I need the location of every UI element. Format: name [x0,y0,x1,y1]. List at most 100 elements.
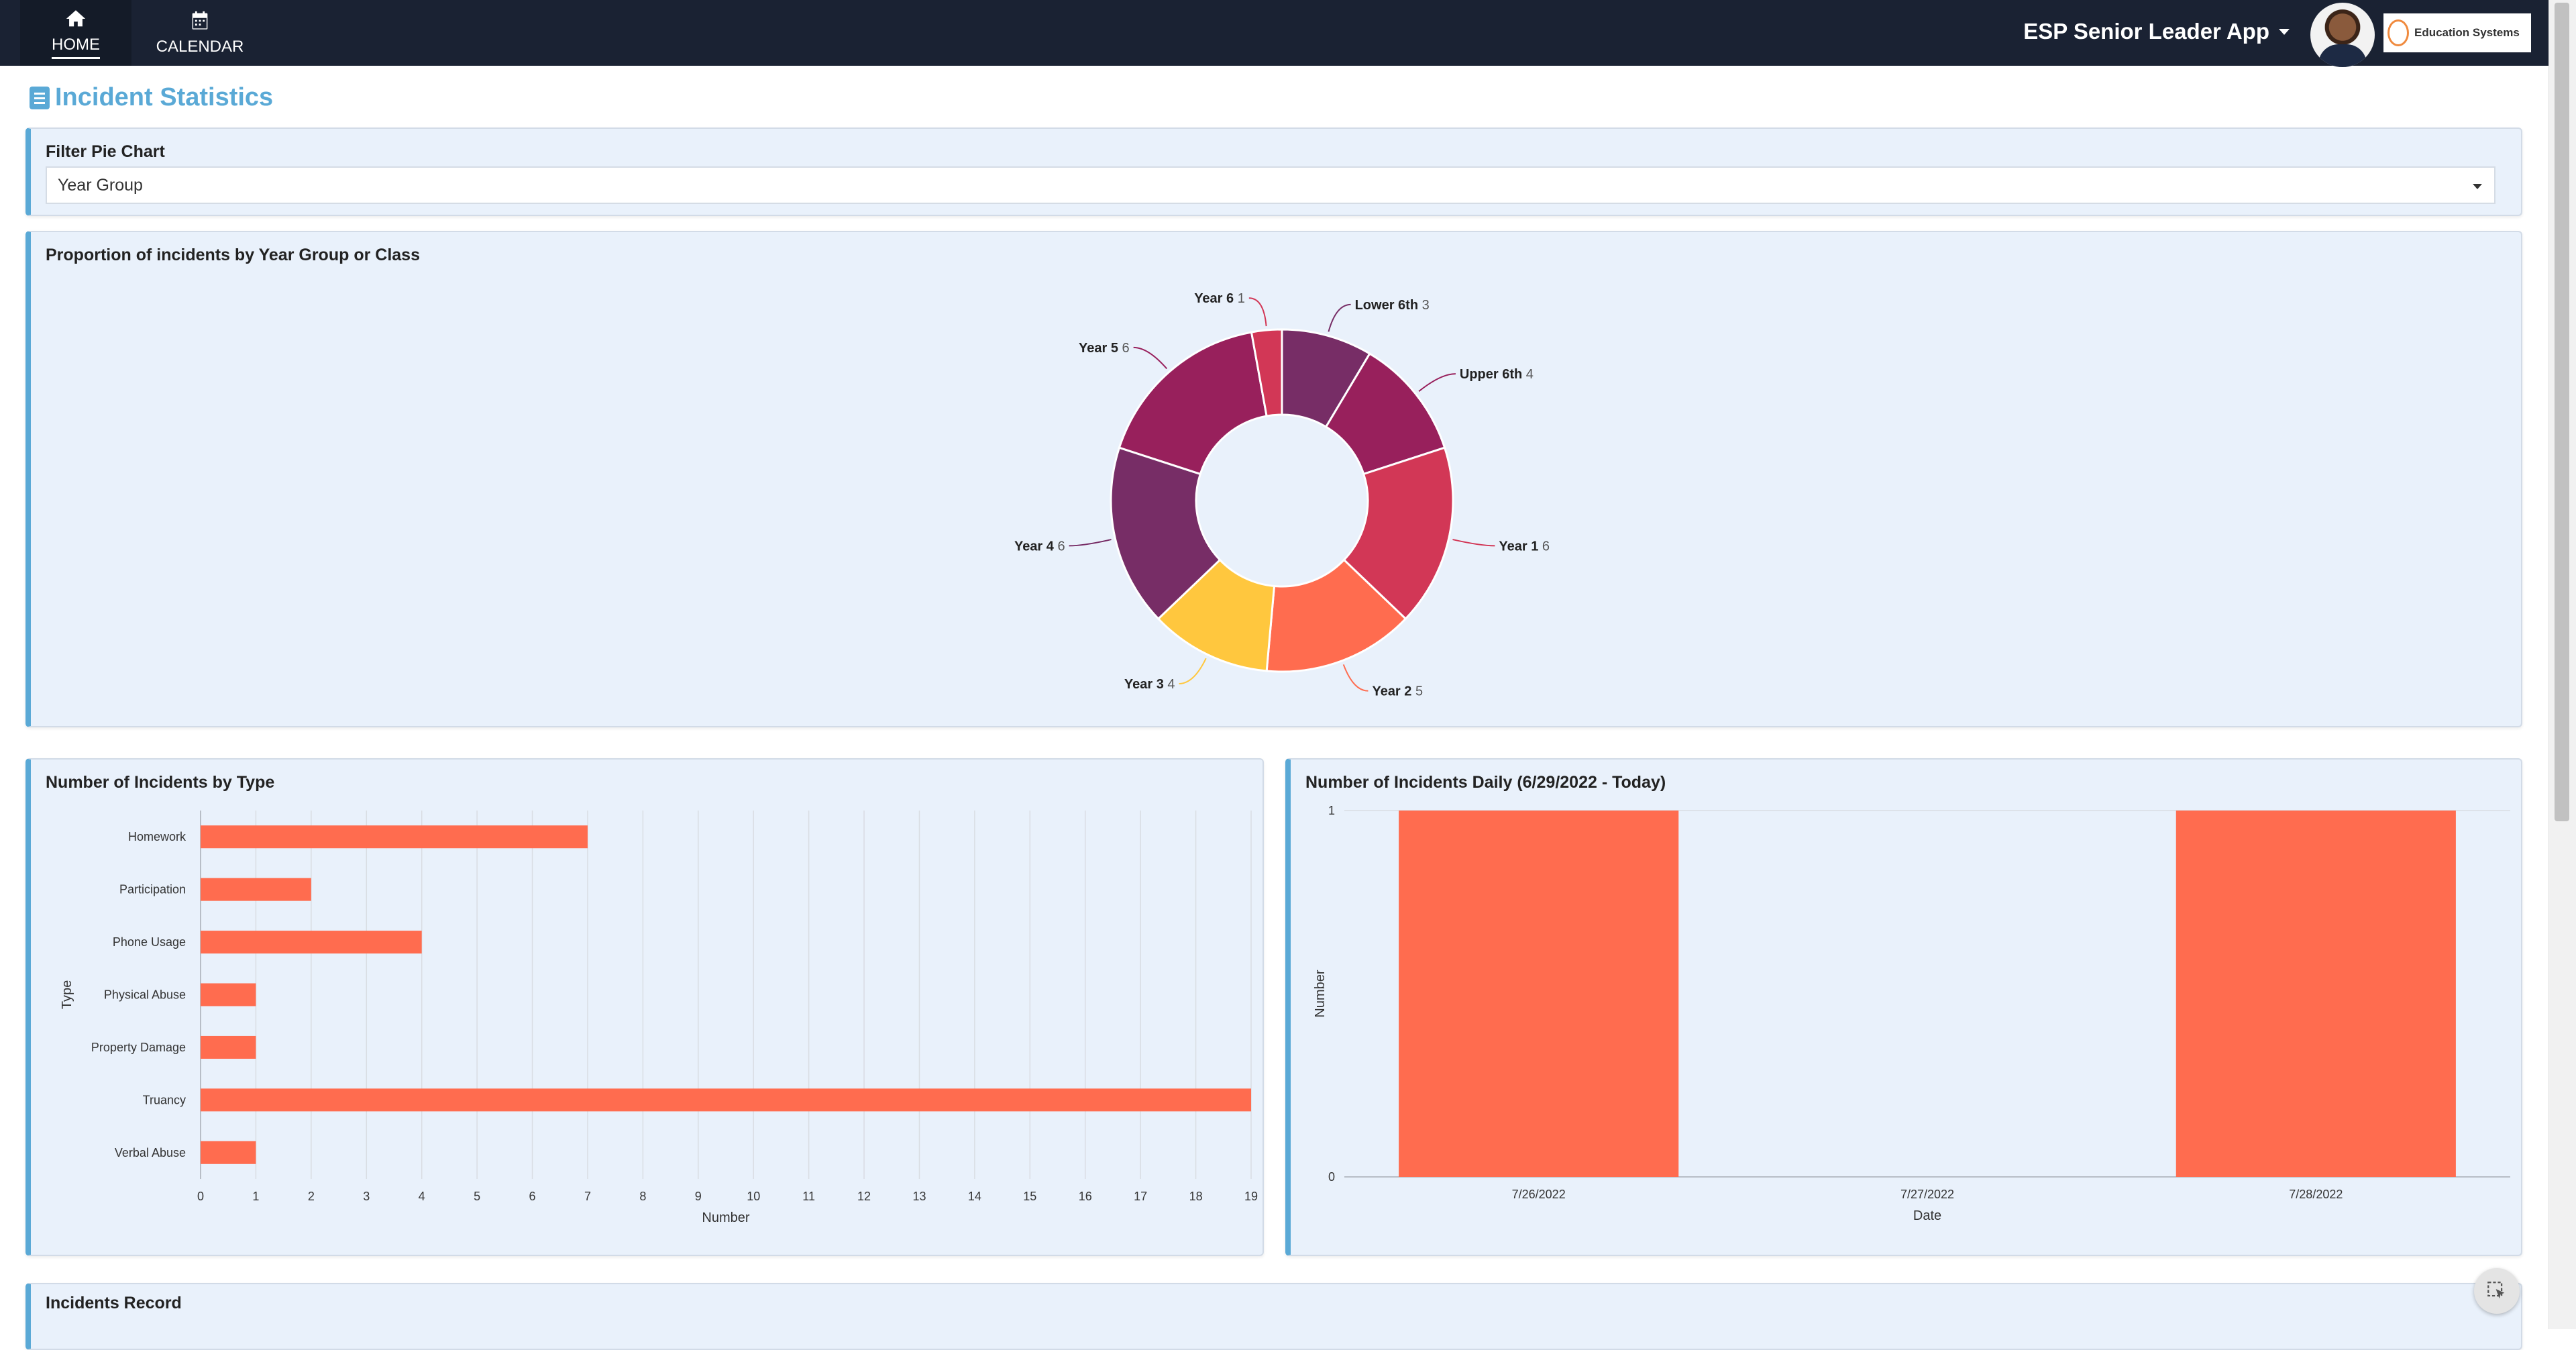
y-axis-title: Type [60,980,74,1009]
pie-label-2: Year 1 6 [1499,539,1550,554]
y-tick-5: Truancy [143,1093,186,1106]
filter-panel-title: Filter Pie Chart [46,142,165,161]
x-tick-6: 6 [529,1190,536,1203]
x-axis-title: Date [1913,1208,1941,1223]
top-navbar: HOME CALENDAR ESP Senior Leader App Educ… [0,0,2576,67]
bar-5 [201,1088,1251,1112]
type-panel-title: Number of Incidents by Type [46,773,275,792]
pie-leader-6 [1133,346,1168,370]
select-tool-button[interactable] [2474,1268,2520,1314]
cursor-select-icon [2487,1282,2505,1299]
record-panel-title: Incidents Record [46,1294,182,1312]
incidents-record-panel: Incidents Record [25,1283,2522,1350]
pie-slice-2 [1342,446,1454,621]
daily-panel-title: Number of Incidents Daily (6/29/2022 - T… [1305,773,1666,792]
nav-calendar-label: CALENDAR [156,38,244,56]
pie-chart-panel: Proportion of incidents by Year Group or… [25,231,2522,727]
pie-slice-5 [1110,446,1222,621]
filter-panel: Filter Pie Chart Year Group [25,127,2522,216]
x-tick-1: 7/27/2022 [1900,1188,1954,1201]
x-tick-13: 13 [912,1190,926,1203]
bar-2 [2176,811,2456,1177]
page-title: Incident Statistics [30,83,273,112]
x-tick-16: 16 [1079,1190,1092,1203]
pie-slice-3 [1265,558,1407,673]
incidents-daily-chart: 0 1 7/26/2022 7/27/2022 7/28/2022 Date Number [1313,804,2510,1223]
x-tick-8: 8 [639,1190,646,1203]
bar-0 [1399,811,1679,1177]
calendar-icon [192,11,208,30]
y-tick-1: 1 [1328,804,1335,817]
x-tick-19: 19 [1244,1190,1258,1203]
x-tick-12: 12 [857,1190,871,1203]
logo-ring-icon [2387,19,2409,46]
pie-leader-7 [1248,297,1267,327]
pie-leader-0 [1328,303,1351,332]
y-tick-0: 0 [1328,1170,1335,1184]
page-title-text: Incident Statistics [55,83,274,111]
y-tick-1: Participation [119,883,186,896]
y-tick-0: Homework [128,830,186,843]
pie-leader-4 [1179,658,1207,684]
pie-label-6: Year 5 6 [1079,341,1130,356]
filter-selected-value: Year Group [58,175,143,195]
pie-leader-5 [1069,539,1112,547]
pie-leader-2 [1452,539,1495,547]
y-tick-4: Property Damage [91,1041,186,1054]
pie-label-0: Lower 6th 3 [1355,298,1430,313]
incidents-by-type-chart: 0 1 2 3 4 5 6 7 8 9 10 11 12 13 14 15 16 17 18 19HomeworkPa… [60,811,1258,1225]
y-axis-title: Number [1313,970,1328,1017]
x-tick-5: 5 [474,1190,480,1203]
x-tick-4: 4 [419,1190,425,1203]
y-tick-6: Verbal Abuse [115,1146,186,1159]
bar-0 [201,825,588,849]
bar-6 [201,1141,256,1164]
y-tick-2: Phone Usage [113,935,186,949]
pie-panel-title: Proportion of incidents by Year Group or… [46,246,420,264]
logo-text: Education Systems [2414,26,2520,39]
pie-leader-3 [1342,664,1368,692]
chevron-down-icon [2473,184,2482,189]
nav-home-label: HOME [52,36,100,59]
incidents-daily-panel: Number of Incidents Daily (6/29/2022 - T… [1285,758,2522,1256]
x-axis-title: Number [702,1210,749,1225]
bar-3 [201,983,256,1006]
x-tick-2: 7/28/2022 [2289,1188,2343,1201]
filter-pie-chart-select[interactable]: Year Group [46,166,2496,204]
incidents-by-type-panel: Number of Incidents by Type 0 1 2 3 4 5 6 7 8 9 10… [25,758,1264,1256]
bar-1 [201,878,311,901]
home-icon [66,9,86,26]
app-switcher-dropdown[interactable]: ESP Senior Leader App [2023,19,2290,44]
x-tick-14: 14 [968,1190,981,1203]
x-tick-11: 11 [802,1190,815,1203]
x-tick-9: 9 [695,1190,702,1203]
pie-chart: Lower 6th 3 Upper 6th 4 Year 1 6 Year 2 5 Ye… [1014,291,1550,699]
pie-label-4: Year 3 4 [1124,677,1175,692]
x-tick-10: 10 [747,1190,760,1203]
pie-leader-1 [1418,373,1456,393]
pie-label-7: Year 6 1 [1194,291,1245,306]
pie-slice-6 [1118,331,1268,476]
x-tick-0: 0 [197,1190,204,1203]
pie-label-3: Year 2 5 [1372,684,1423,699]
chevron-down-icon [2279,28,2290,35]
x-tick-18: 18 [1189,1190,1203,1203]
document-icon [30,86,50,109]
scrollbar-thumb[interactable] [2555,3,2569,821]
avatar[interactable] [2310,3,2375,67]
bar-4 [201,1035,256,1059]
page-scrollbar[interactable] [2548,0,2576,1329]
x-tick-15: 15 [1023,1190,1036,1203]
y-tick-3: Physical Abuse [104,988,186,1002]
x-tick-2: 2 [308,1190,315,1203]
nav-calendar[interactable]: CALENDAR [148,0,252,66]
app-name-label: ESP Senior Leader App [2023,19,2269,44]
x-tick-17: 17 [1134,1190,1147,1203]
x-tick-3: 3 [363,1190,370,1203]
nav-home[interactable]: HOME [20,0,131,66]
x-tick-1: 1 [252,1190,259,1203]
x-tick-7: 7 [584,1190,591,1203]
pie-label-1: Upper 6th 4 [1460,367,1534,382]
pie-slice-7 [1250,328,1283,417]
pie-label-5: Year 4 6 [1014,539,1065,554]
